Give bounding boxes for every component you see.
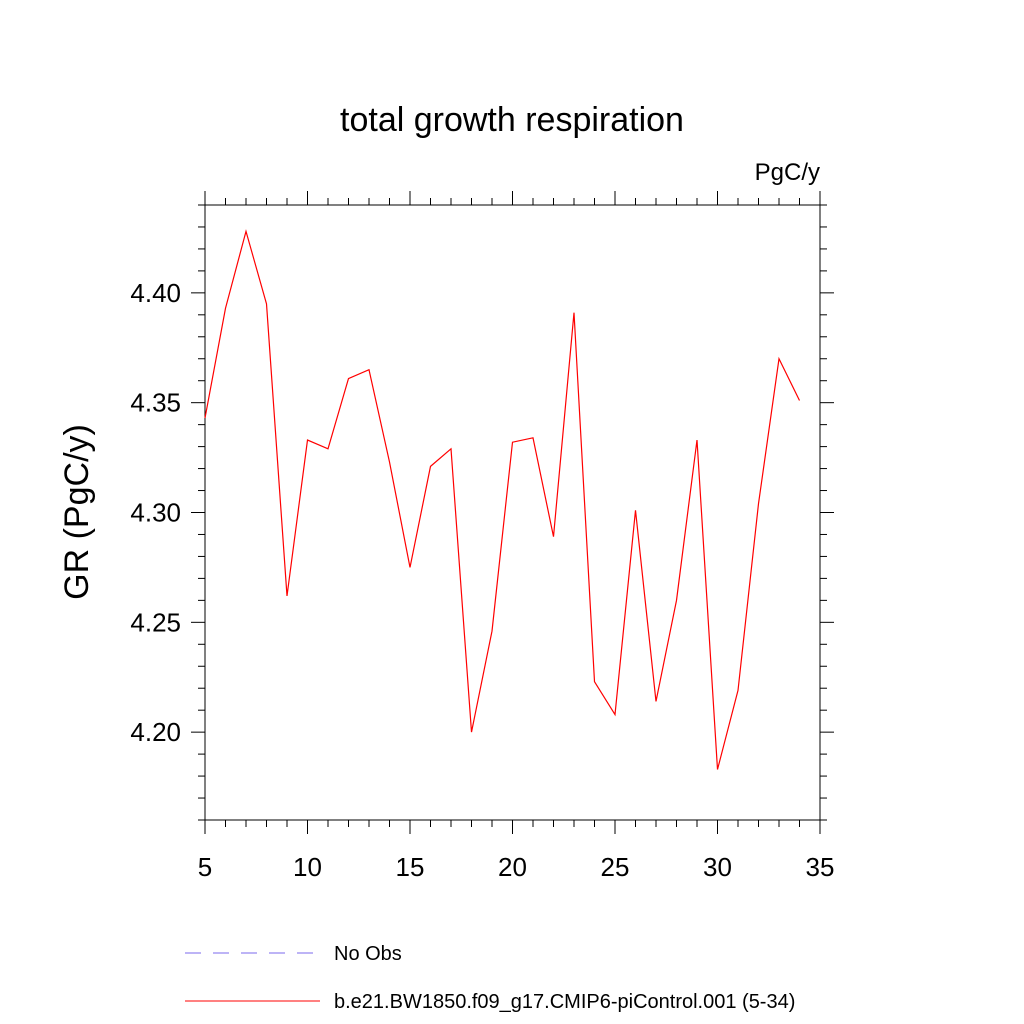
x-tick-label: 25 xyxy=(601,852,630,882)
x-tick-label: 30 xyxy=(703,852,732,882)
units-label: PgC/y xyxy=(755,159,820,186)
series-line-0 xyxy=(204,229,801,770)
legend-label-no-obs: No Obs xyxy=(334,943,402,965)
axis-tick-labels: 5 10 15 20 25 30 35 4.20 4.25 4.30 4.35 4.40 xyxy=(130,278,834,882)
x-tick-label: 20 xyxy=(498,852,527,882)
y-tick-label: 4.30 xyxy=(130,498,181,528)
legend-label-picontrol: b.e21.BW1850.f09_g17.CMIP6-piControl.001… xyxy=(334,991,795,1013)
chart-title: total growth respiration xyxy=(340,101,684,139)
plot-frame xyxy=(204,204,821,821)
y-tick-label: 4.35 xyxy=(130,388,181,418)
y-tick-label: 4.25 xyxy=(130,607,181,637)
legend: No Obs b.e21.BW1850.f09_g17.CMIP6-piCont… xyxy=(185,943,795,1013)
x-tick-label: 5 xyxy=(198,852,212,882)
y-axis-label: GR (PgC/y) xyxy=(58,424,96,600)
x-tick-label: 10 xyxy=(293,852,322,882)
series-layer xyxy=(204,229,801,770)
y-tick-label: 4.20 xyxy=(130,717,181,747)
x-tick-label: 15 xyxy=(396,852,425,882)
x-tick-label: 35 xyxy=(806,852,835,882)
y-tick-label: 4.40 xyxy=(130,278,181,308)
axis-ticks xyxy=(191,191,834,834)
